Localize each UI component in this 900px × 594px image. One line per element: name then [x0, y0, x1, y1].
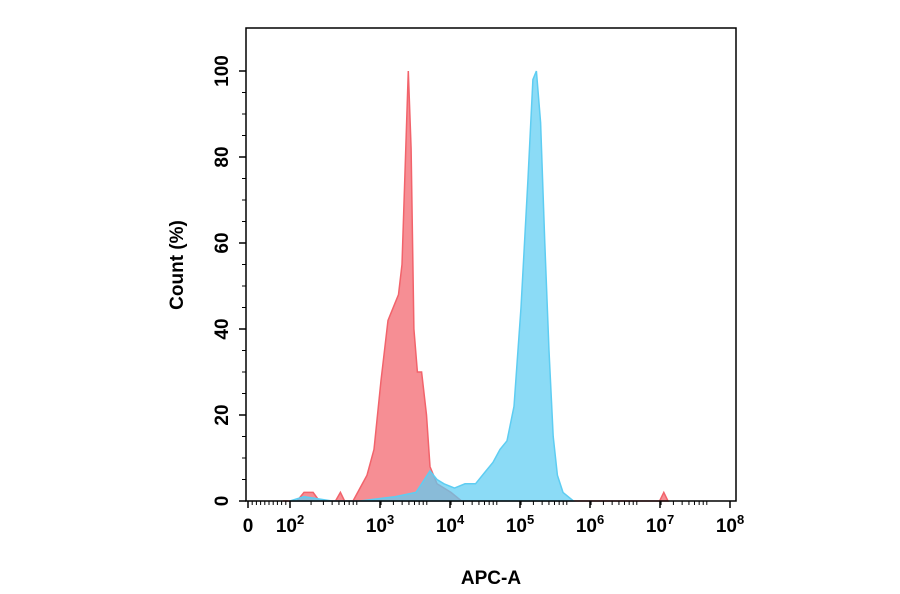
y-tick-label: 60: [212, 232, 233, 253]
plot-frame: [245, 27, 737, 502]
x-tick-label: 0: [243, 516, 254, 537]
series-1-area: [282, 70, 670, 502]
series-2-area: [289, 70, 576, 502]
y-tick-label: 20: [212, 404, 233, 425]
y-tick-label: 40: [212, 318, 233, 339]
x-tick-label: 107: [646, 512, 674, 537]
series-layer: [282, 70, 670, 502]
x-tick-label: 106: [576, 512, 604, 537]
axes-layer: 0 20 40 60 80 100 0 102 103 104 105 106 107 108: [212, 55, 744, 537]
y-axis-title: Count (%): [167, 220, 188, 310]
x-tick-label: 102: [276, 512, 304, 537]
x-tick-label: 103: [366, 512, 394, 537]
x-tick-label: 105: [506, 512, 534, 537]
y-tick-label: 80: [212, 146, 233, 167]
x-tick-label: 104: [436, 512, 465, 537]
x-axis-title: APC-A: [461, 568, 521, 589]
y-tick-label: 0: [212, 496, 233, 507]
y-tick-label: 100: [212, 55, 233, 87]
x-tick-label: 108: [716, 512, 744, 537]
